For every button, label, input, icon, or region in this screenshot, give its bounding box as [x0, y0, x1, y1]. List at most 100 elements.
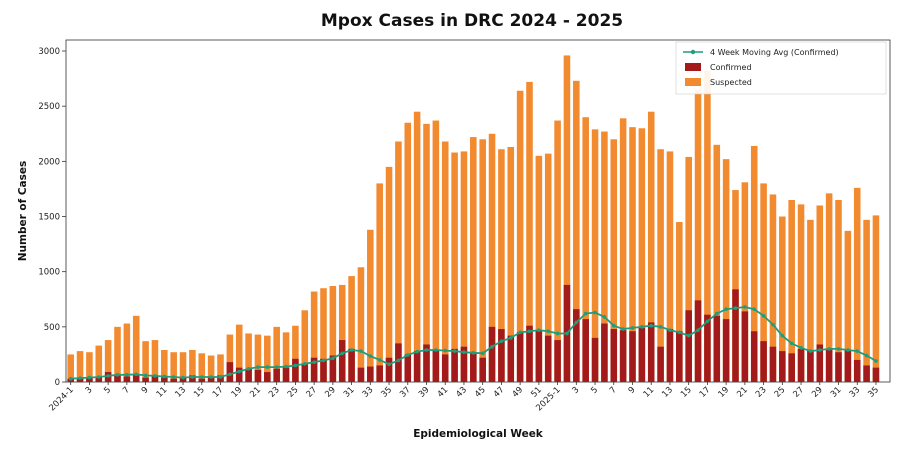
- bar-confirmed: [367, 366, 374, 382]
- moving-avg-point: [256, 365, 260, 369]
- moving-avg-point: [527, 329, 532, 334]
- bar-confirmed: [357, 367, 365, 382]
- bar-suspected: [67, 354, 74, 382]
- bar-confirmed: [610, 329, 618, 382]
- bar-confirmed: [179, 377, 187, 382]
- x-tick-label: 9: [627, 385, 638, 396]
- moving-avg-point: [181, 375, 185, 380]
- suspected-bars: [67, 55, 880, 383]
- y-tick-label: 500: [44, 323, 60, 333]
- bar-confirmed: [526, 325, 533, 382]
- bar-suspected: [526, 81, 533, 382]
- bar-confirmed: [226, 362, 234, 382]
- moving-avg-point: [658, 325, 663, 329]
- bar-suspected: [797, 204, 805, 382]
- bar-suspected: [685, 156, 692, 382]
- moving-avg-point: [78, 376, 82, 380]
- bar-suspected: [704, 70, 711, 382]
- bar-suspected: [507, 147, 515, 382]
- bar-suspected: [338, 284, 346, 382]
- bar-suspected: [245, 333, 252, 382]
- moving-avg-point: [630, 326, 635, 330]
- bar-suspected: [582, 117, 589, 383]
- bar-suspected: [310, 291, 318, 382]
- bar-suspected: [619, 118, 627, 382]
- bar-confirmed: [779, 351, 786, 382]
- moving-avg-point: [537, 328, 541, 332]
- moving-avg-point: [724, 307, 728, 311]
- moving-avg-point: [434, 348, 438, 352]
- moving-avg-point: [686, 333, 691, 338]
- bar-confirmed: [348, 348, 355, 382]
- moving-avg-point: [415, 349, 419, 354]
- bar-suspected: [282, 332, 290, 382]
- legend-confirmed-swatch: [685, 63, 701, 71]
- chart-title: Mpox Cases in DRC 2024 - 2025: [321, 11, 623, 31]
- moving-avg-point: [640, 325, 644, 329]
- bar-suspected: [423, 123, 430, 383]
- moving-avg-point: [480, 351, 485, 356]
- moving-avg-point: [771, 322, 775, 327]
- bar-suspected: [601, 131, 608, 382]
- bar-suspected: [676, 222, 683, 382]
- bar-suspected: [235, 324, 243, 382]
- bar-suspected: [104, 340, 112, 382]
- bar-confirmed: [282, 367, 290, 382]
- moving-avg-point: [827, 347, 831, 351]
- moving-avg-point: [162, 374, 167, 379]
- bar-confirmed: [451, 348, 458, 382]
- moving-avg-point: [171, 375, 176, 379]
- moving-avg-point: [789, 341, 794, 346]
- bar-confirmed: [132, 374, 140, 382]
- bar-confirmed: [114, 375, 121, 382]
- bar-suspected: [151, 340, 159, 382]
- bar-confirmed: [713, 315, 721, 382]
- y-tick-label: 1000: [38, 268, 60, 278]
- moving-avg-point: [368, 354, 373, 358]
- bar-confirmed: [254, 369, 262, 382]
- moving-avg-point: [190, 375, 195, 379]
- bar-confirmed: [797, 348, 805, 382]
- bar-confirmed: [460, 346, 468, 382]
- moving-avg-point: [218, 375, 223, 379]
- bar-suspected: [853, 187, 861, 382]
- legend-box: [675, 41, 887, 95]
- bar-suspected: [647, 111, 655, 382]
- bar-suspected: [320, 288, 327, 382]
- bar-suspected: [217, 354, 224, 382]
- bar-confirmed: [479, 357, 486, 382]
- bar-suspected: [554, 120, 561, 382]
- bar-confirmed: [320, 358, 327, 382]
- moving-avg-point: [555, 331, 560, 336]
- bar-confirmed: [807, 350, 814, 382]
- bar-suspected: [516, 90, 524, 383]
- bar-confirmed: [198, 378, 206, 382]
- moving-avg-point: [293, 363, 298, 368]
- bar-suspected: [329, 286, 337, 382]
- moving-avg-point: [340, 351, 345, 356]
- bar-suspected: [732, 190, 739, 382]
- moving-avg-point: [733, 306, 738, 310]
- legend: 4 Week Moving Avg (Confirmed) Confirmed …: [675, 41, 887, 95]
- bar-confirmed: [619, 330, 627, 382]
- x-tick-label: 5: [102, 385, 113, 396]
- bar-confirmed: [704, 314, 711, 382]
- bar-confirmed: [488, 326, 496, 382]
- bar-confirmed: [816, 344, 824, 382]
- bar-confirmed: [835, 352, 842, 382]
- bar-suspected: [844, 230, 852, 382]
- legend-moving-avg-label: 4 Week Moving Avg (Confirmed): [710, 48, 839, 57]
- bar-confirmed: [207, 377, 215, 382]
- moving-avg-point: [621, 327, 625, 331]
- bar-confirmed: [498, 329, 505, 382]
- x-tick-label: 5: [589, 385, 600, 396]
- bar-suspected: [161, 350, 168, 382]
- moving-avg-point: [611, 323, 616, 328]
- bar-confirmed: [657, 346, 664, 382]
- bar-confirmed: [629, 331, 636, 382]
- moving-avg-point: [649, 323, 654, 328]
- x-tick-label: 9: [140, 385, 151, 396]
- moving-avg-point: [836, 347, 841, 351]
- bar-confirmed: [516, 332, 524, 382]
- bar-confirmed: [544, 335, 552, 382]
